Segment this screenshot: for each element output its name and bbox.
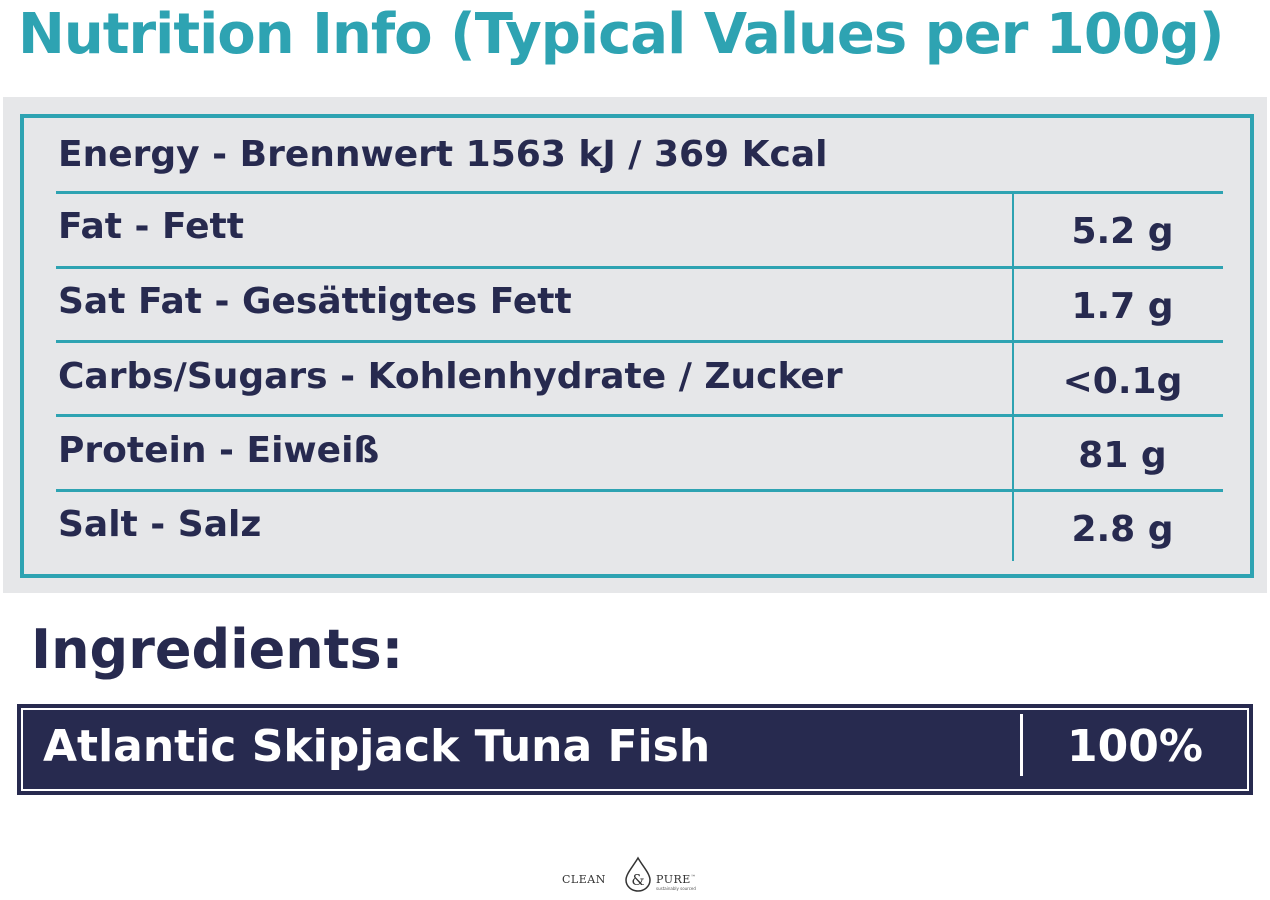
logo-text-left: CLEAN <box>562 873 606 886</box>
nutrient-value-protein: 81 g <box>1078 435 1167 476</box>
energy-row: Energy - Brennwert 1563 kJ / 369 Kcal <box>58 134 828 175</box>
column-divider <box>1012 191 1014 561</box>
row-divider <box>56 340 1223 343</box>
nutrient-label-sat-fat: Sat Fat - Gesättigtes Fett <box>58 281 572 322</box>
row-divider <box>56 266 1223 269</box>
ingredients-bar: Atlantic Skipjack Tuna Fish 100% <box>17 704 1253 795</box>
droplet-ampersand-icon: & <box>625 856 651 892</box>
nutrient-label-protein: Protein - Eiweiß <box>58 430 380 471</box>
nutrient-value-fat: 5.2 g <box>1071 211 1174 252</box>
nutrition-table: Energy - Brennwert 1563 kJ / 369 Kcal Fa… <box>20 114 1254 578</box>
logo-tagline: sustainably sourced <box>656 886 696 891</box>
brand-logo: CLEAN & PURE™ sustainably sourced <box>562 856 722 896</box>
ingredient-name: Atlantic Skipjack Tuna Fish <box>43 721 711 772</box>
svg-text:&: & <box>631 871 644 889</box>
ingredients-inner-border <box>21 708 1249 791</box>
nutrient-value-carbs: <0.1g <box>1062 361 1183 402</box>
page-title: Nutrition Info (Typical Values per 100g) <box>18 2 1224 67</box>
ingredients-heading: Ingredients: <box>31 618 404 681</box>
ingredient-divider <box>1020 714 1023 776</box>
nutrient-value-sat-fat: 1.7 g <box>1071 286 1174 327</box>
nutrient-label-carbs: Carbs/Sugars - Kohlenhydrate / Zucker <box>58 356 843 397</box>
ingredient-percent: 100% <box>1067 721 1203 772</box>
logo-text-right: PURE™ <box>656 873 697 886</box>
row-divider <box>56 414 1223 417</box>
nutrient-value-salt: 2.8 g <box>1071 509 1174 550</box>
row-divider <box>56 489 1223 492</box>
nutrition-panel: Energy - Brennwert 1563 kJ / 369 Kcal Fa… <box>3 97 1267 593</box>
nutrient-label-fat: Fat - Fett <box>58 206 244 247</box>
row-divider <box>56 191 1223 194</box>
nutrient-label-salt: Salt - Salz <box>58 504 262 545</box>
